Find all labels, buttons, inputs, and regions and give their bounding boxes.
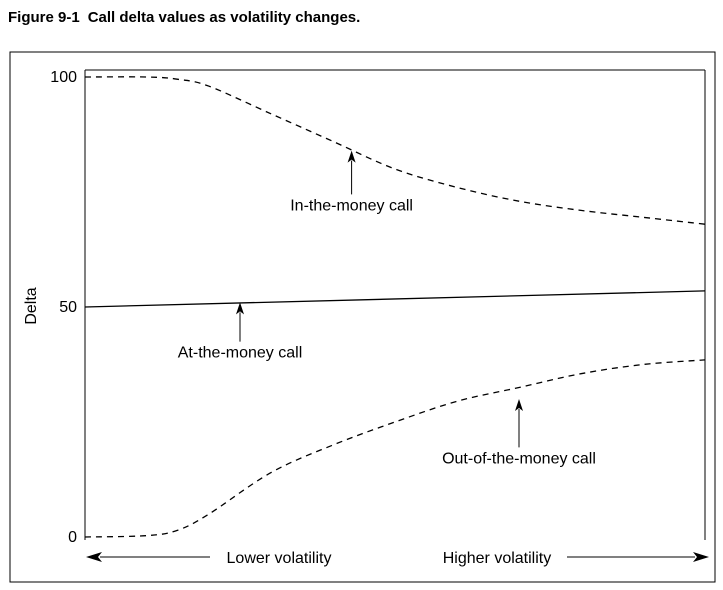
chart-frame xyxy=(9,51,716,583)
annotation-arrowhead-itm xyxy=(347,150,356,163)
lower-volatility-arrowhead xyxy=(86,552,102,562)
series-line-otm xyxy=(84,359,706,538)
annotation-label-atm: At-the-money call xyxy=(178,345,303,362)
annotation-label-otm: Out-of-the-money call xyxy=(442,450,596,467)
figure-number: Figure 9-1 xyxy=(8,9,80,26)
y-tick-label: 50 xyxy=(59,299,77,316)
series-layer xyxy=(84,76,706,538)
annotation-arrowhead-atm xyxy=(236,302,244,315)
figure-title: Call delta values as volatility changes. xyxy=(87,9,361,26)
annotation-layer: In-the-money call At-the-money call Out-of… xyxy=(178,150,596,467)
y-tick-label: 100 xyxy=(50,69,77,86)
annotation-arrowhead-otm xyxy=(515,399,523,411)
higher-volatility-arrowhead xyxy=(693,552,709,562)
y-tick-label: 0 xyxy=(68,529,77,546)
figure-caption: Figure 9-1 Call delta values as volatilit… xyxy=(8,9,360,26)
higher-volatility-label: Higher volatility xyxy=(443,550,551,567)
series-line-itm xyxy=(84,76,706,225)
x-axis-notes: Lower volatility Higher volatility xyxy=(86,550,709,567)
series-line-atm xyxy=(84,290,706,308)
lower-volatility-label: Lower volatility xyxy=(227,550,332,567)
y-axis-label: Delta xyxy=(23,287,40,324)
annotation-label-itm: In-the-money call xyxy=(290,197,413,214)
